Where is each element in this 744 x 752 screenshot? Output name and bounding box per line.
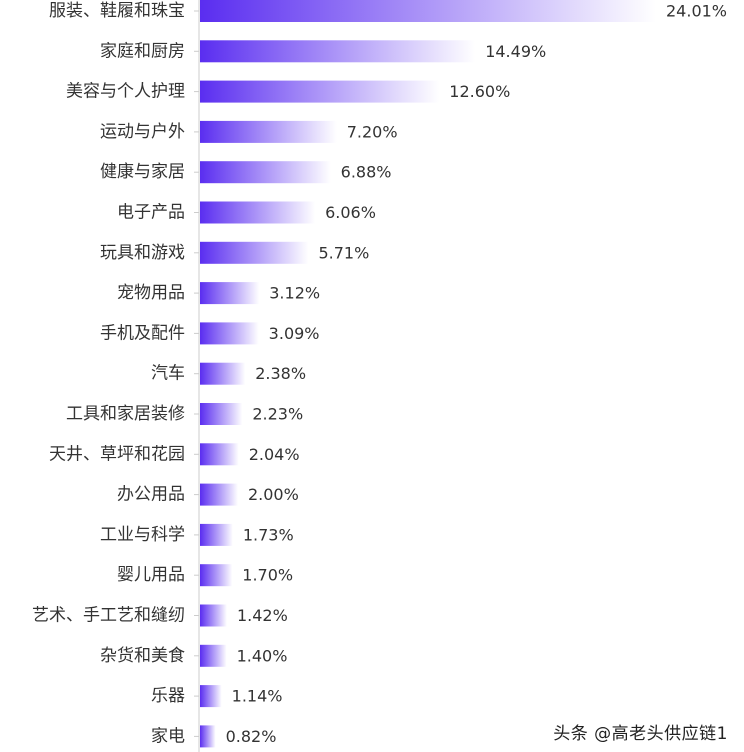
value-label: 1.73%: [243, 525, 294, 544]
bar: [200, 161, 331, 184]
bar: [200, 0, 656, 22]
category-label: 办公用品: [117, 485, 185, 505]
value-label: 14.49%: [485, 42, 546, 61]
watermark: 头条 @高老头供应链1: [553, 724, 728, 744]
category-label: 天井、草坪和花园: [49, 444, 185, 464]
bar: [200, 725, 216, 748]
bar: [200, 644, 227, 667]
value-label: 1.14%: [232, 687, 283, 706]
bar: [200, 322, 259, 345]
bar: [200, 685, 222, 708]
category-label: 美容与个人护理: [66, 82, 185, 102]
bar: [200, 604, 227, 627]
bar: [200, 40, 476, 63]
category-label: 健康与家居: [100, 162, 185, 182]
category-label: 工具和家居装修: [66, 404, 185, 424]
value-label: 2.00%: [248, 485, 299, 504]
category-label: 玩具和游戏: [100, 243, 185, 263]
value-label: 7.20%: [347, 122, 398, 141]
bar: [200, 120, 337, 143]
value-label: 2.38%: [255, 364, 306, 383]
category-label: 家庭和厨房: [100, 41, 185, 61]
category-label: 家电: [151, 726, 185, 746]
value-label: 0.82%: [226, 727, 277, 746]
category-label: 宠物用品: [117, 283, 185, 303]
bar: [200, 483, 238, 506]
category-label: 手机及配件: [100, 323, 185, 343]
category-label: 艺术、手工艺和缝纫: [32, 606, 185, 626]
value-label: 24.01%: [666, 2, 727, 21]
bar: [200, 362, 246, 385]
value-label: 2.23%: [252, 405, 303, 424]
category-label: 服装、鞋履和珠宝: [49, 1, 185, 21]
category-label: 乐器: [151, 686, 185, 706]
value-label: 1.42%: [237, 606, 288, 625]
bar: [200, 80, 440, 103]
bar: [200, 201, 316, 224]
category-label: 汽车: [151, 364, 185, 384]
value-label: 6.06%: [325, 203, 376, 222]
value-label: 6.88%: [341, 163, 392, 182]
bar: [200, 523, 233, 546]
bar: [200, 564, 233, 587]
value-label: 3.09%: [269, 324, 320, 343]
category-label: 杂货和美食: [100, 646, 185, 666]
category-label: 工业与科学: [100, 525, 185, 545]
value-label: 2.04%: [249, 445, 300, 464]
value-label: 1.70%: [242, 566, 293, 585]
category-label: 电子产品: [117, 203, 185, 223]
value-label: 1.40%: [237, 646, 288, 665]
category-label: 运动与户外: [100, 122, 185, 142]
category-label: 婴儿用品: [117, 565, 185, 585]
bar: [200, 241, 309, 264]
value-label: 5.71%: [318, 243, 369, 262]
value-label: 3.12%: [269, 284, 320, 303]
bar: [200, 403, 243, 425]
bar: [200, 443, 239, 466]
value-label: 12.60%: [449, 82, 510, 101]
bar: [200, 282, 260, 305]
